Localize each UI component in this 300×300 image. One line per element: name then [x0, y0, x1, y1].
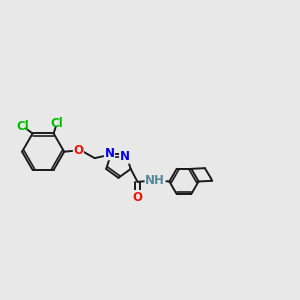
Text: Cl: Cl: [17, 119, 29, 133]
Text: NH: NH: [145, 174, 165, 187]
Text: N: N: [120, 150, 130, 163]
Text: N: N: [104, 147, 115, 160]
Text: Cl: Cl: [51, 118, 63, 130]
Text: O: O: [74, 144, 83, 157]
Text: O: O: [133, 190, 142, 204]
